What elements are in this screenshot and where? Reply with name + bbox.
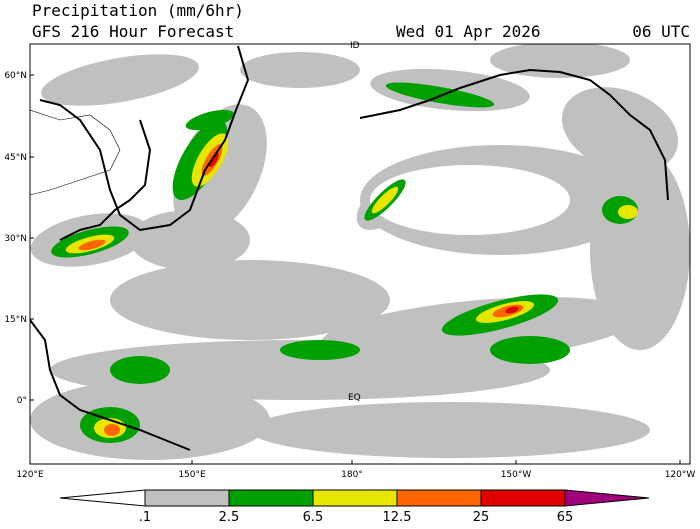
lon-label: 150°E bbox=[178, 470, 206, 480]
precip-area bbox=[110, 356, 170, 384]
precip-area bbox=[78, 239, 106, 251]
valid-hour: 06 UTC bbox=[632, 22, 690, 41]
colorbar-label: .1 bbox=[139, 510, 151, 525]
colorbar-segment bbox=[312, 489, 398, 507]
map-frame bbox=[29, 43, 691, 465]
subtitle: GFS 216 Hour Forecast bbox=[32, 22, 234, 41]
precip-area bbox=[618, 205, 638, 219]
colorbar-segment bbox=[480, 489, 566, 507]
precip-area bbox=[490, 336, 570, 364]
precip-area bbox=[370, 165, 570, 235]
precip-area bbox=[30, 380, 270, 460]
colorbar-label: 12.5 bbox=[383, 510, 412, 525]
coastline bbox=[30, 319, 191, 451]
precip-area bbox=[240, 52, 360, 88]
equator-label: EQ bbox=[348, 393, 361, 403]
precip-area bbox=[280, 340, 360, 360]
colorbar-label: 65 bbox=[557, 510, 574, 525]
colorbar-label: 25 bbox=[473, 510, 490, 525]
lat-label: 60°N bbox=[4, 71, 27, 81]
coastlines bbox=[30, 45, 669, 451]
lon-label: 150°W bbox=[501, 470, 532, 480]
precip-area bbox=[185, 109, 235, 131]
border bbox=[30, 109, 121, 196]
lon-label: 120°E bbox=[16, 470, 44, 480]
colorbar-segment bbox=[144, 489, 230, 507]
lon-label: 180° bbox=[341, 470, 363, 480]
precip-field bbox=[30, 44, 690, 460]
lat-label: 0° bbox=[17, 396, 27, 406]
lat-label: 15°N bbox=[4, 315, 27, 325]
precip-area bbox=[250, 402, 650, 458]
precip-area bbox=[490, 44, 630, 78]
precip-area bbox=[130, 210, 250, 270]
precip-area bbox=[209, 152, 219, 168]
dateline-label: ID bbox=[350, 41, 360, 51]
title: Precipitation (mm/6hr) bbox=[32, 1, 244, 20]
colorbar-segment bbox=[228, 489, 314, 507]
precip-area bbox=[41, 54, 199, 106]
colorbar-label: 2.5 bbox=[219, 510, 240, 525]
coastline bbox=[59, 119, 152, 241]
colorbar-segment bbox=[396, 489, 482, 507]
colorbar-label: 6.5 bbox=[303, 510, 324, 525]
coastline bbox=[39, 45, 250, 232]
precip-area bbox=[110, 260, 390, 340]
precip-area bbox=[590, 150, 690, 350]
coastline bbox=[359, 68, 669, 201]
borders bbox=[30, 109, 121, 196]
precip-area bbox=[505, 306, 519, 314]
lon-label: 120°W bbox=[665, 470, 696, 480]
valid-date: Wed 01 Apr 2026 bbox=[396, 22, 541, 41]
precip-area bbox=[104, 424, 120, 436]
lat-label: 45°N bbox=[4, 153, 27, 163]
precip-area bbox=[561, 87, 679, 173]
precip-area bbox=[371, 186, 399, 214]
lat-label: 30°N bbox=[4, 234, 27, 244]
